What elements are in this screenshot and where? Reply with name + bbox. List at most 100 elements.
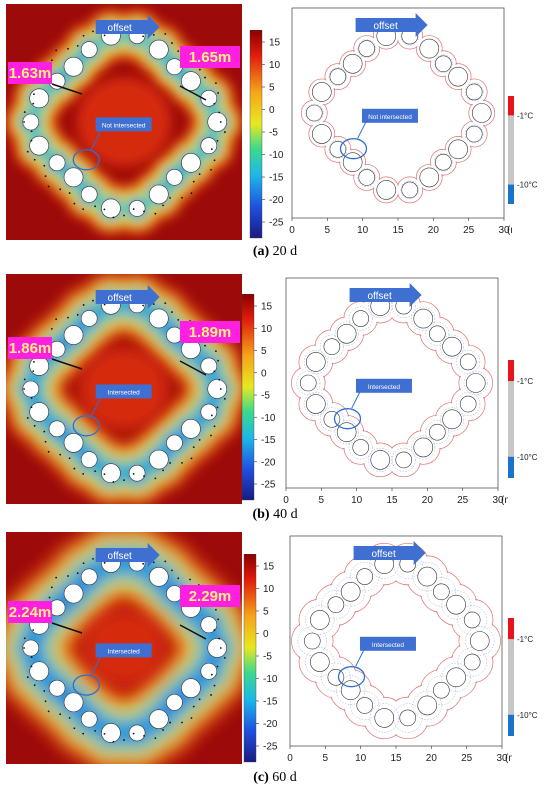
pile [200, 403, 218, 421]
measure-point [94, 205, 97, 208]
cold-isotherm [464, 124, 484, 144]
axis-tick-label: 25 [463, 225, 475, 236]
measure-point [171, 42, 173, 44]
measure-point [30, 130, 33, 133]
pile [448, 66, 468, 87]
intersection-ellipse [337, 666, 366, 688]
measure-point [43, 164, 46, 167]
measure-point [30, 139, 33, 142]
measure-point [67, 575, 69, 577]
offset-label: offset [367, 291, 391, 302]
pile [419, 167, 440, 188]
measure-point [219, 647, 222, 649]
measure-point [210, 168, 212, 171]
axis-tick-label: 20 [422, 495, 434, 506]
legend-top-band [508, 96, 514, 116]
axis-tick-label: 0 [287, 753, 293, 764]
right-width-label: 2.29m [189, 588, 232, 605]
plan-svg: offset Not intersected 0 5 10 15 20 25 30(m) [289, 7, 512, 236]
temperature-colorbar: 15 10 5 0 -5 -10 -15 -20 -25 [242, 553, 282, 764]
measure-point [164, 302, 167, 305]
caption-text: 60 d [272, 770, 297, 785]
offset-arrow [355, 13, 428, 37]
colorbar-fill [243, 553, 257, 763]
pile [446, 667, 466, 688]
pile [463, 611, 481, 629]
pile [101, 198, 121, 219]
temperature-field-plot: offset 1.86m 1.89m Intersected [6, 274, 242, 504]
measure-point [190, 192, 193, 195]
pile [465, 83, 483, 101]
pile [356, 568, 374, 585]
pile [399, 709, 417, 727]
measure-point [217, 92, 220, 94]
measure-point [23, 647, 25, 649]
caption-letter: (b) [252, 507, 270, 522]
frozen-wall-plan: offset Intersected 0 5 10 15 20 25 30(m) [276, 274, 508, 506]
measure-point [223, 131, 226, 133]
legend-middle-band [508, 381, 514, 457]
pile [207, 379, 228, 399]
axis-tick-label: 20 [426, 753, 438, 764]
right-width-badge [180, 46, 240, 68]
isotherm-legend: -1°C -10°C [500, 612, 550, 742]
colorbar-tick-label: -20 [263, 719, 278, 730]
axis-unit-label: (m) [501, 495, 508, 506]
measure-point [32, 102, 35, 105]
pile [29, 661, 49, 682]
panel-b: offset 1.86m 1.89m Intersected 15 10 5 0 -5 -10 -… [0, 270, 550, 530]
intersection-ellipse [72, 674, 100, 696]
legend-svg: -1°C -10°C [508, 618, 538, 736]
left-width-badge [8, 337, 52, 359]
measure-point [44, 700, 47, 703]
caption-text: 40 d [273, 507, 298, 522]
pile [459, 353, 477, 371]
status-badge [95, 117, 152, 132]
colorbar-tick-label: -25 [261, 480, 276, 491]
axis-unit-label: (m) [505, 753, 512, 764]
pile [419, 38, 440, 59]
measure-point [32, 629, 35, 631]
pile [80, 310, 98, 327]
status-badge [95, 643, 152, 658]
legend-top-band [508, 360, 514, 382]
measure-point [142, 304, 145, 307]
status-pointer [351, 391, 361, 409]
pile [128, 200, 146, 217]
caption-text: 20 d [272, 244, 298, 259]
status-pointer [357, 121, 367, 139]
cold-isotherm [303, 349, 328, 374]
pile [149, 709, 169, 729]
measure-point [103, 34, 106, 37]
colorbar-tick-label: -25 [269, 218, 284, 229]
colorbar-tick-label: 0 [269, 105, 275, 116]
offset-arrow [95, 285, 160, 309]
legend-top-band [508, 618, 514, 640]
measure-point [218, 637, 221, 640]
measure-point [169, 721, 172, 724]
measure-point [23, 111, 26, 113]
measure-point [162, 204, 164, 207]
panel-caption: (b) 40 d [0, 507, 550, 523]
measure-point [23, 637, 26, 640]
axis-tick-label: 0 [289, 225, 295, 236]
cold-isotherm [393, 703, 423, 733]
pile [442, 336, 462, 357]
measure-point [192, 705, 195, 708]
colorbar-tick-label: 0 [263, 629, 269, 640]
pile [22, 639, 40, 657]
measure-point [50, 327, 53, 330]
measure-point [210, 148, 213, 151]
measure-point [152, 34, 155, 36]
measure-point [30, 665, 33, 668]
cold-isotherm [369, 703, 399, 733]
pile [342, 152, 363, 173]
pile [200, 137, 218, 154]
temperature-colorbar: 15 10 5 0 -5 -10 -15 -20 -25 [248, 29, 288, 240]
pile [417, 695, 438, 716]
measure-point [26, 676, 29, 679]
axis-tick-label: 25 [457, 495, 469, 506]
isotherm-outline [324, 136, 352, 163]
cold-isotherm [440, 334, 465, 359]
colorbar-tick-label: -10 [261, 413, 276, 424]
